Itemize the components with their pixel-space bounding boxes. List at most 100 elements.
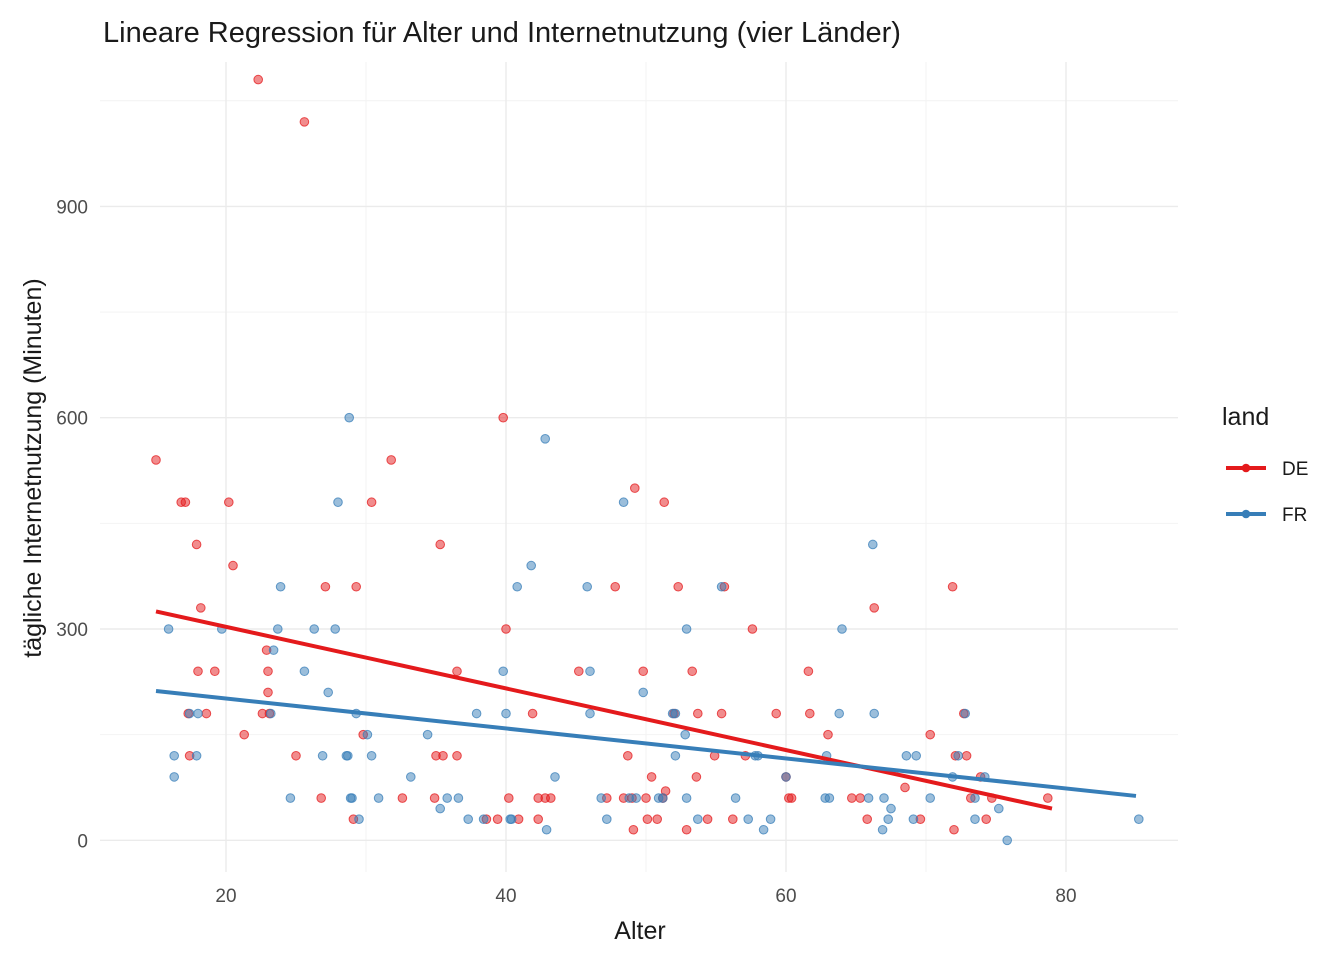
data-point-fr (953, 750, 964, 761)
data-point-fr (886, 803, 896, 814)
grid (100, 62, 1178, 872)
data-point-de (646, 772, 657, 782)
data-point-de (716, 708, 727, 719)
data-point-fr (512, 581, 523, 592)
y-tick-label: 900 (56, 197, 88, 218)
data-point-de (681, 824, 692, 835)
data-point-de (610, 581, 621, 592)
data-point-de (803, 666, 814, 677)
legend-label: DE (1282, 459, 1308, 480)
data-point-de (151, 455, 161, 465)
data-point-de (228, 560, 238, 571)
data-point-fr (330, 624, 341, 634)
data-point-de (201, 708, 212, 719)
data-point-fr (273, 624, 283, 634)
data-point-fr (268, 645, 279, 655)
data-point-fr (781, 772, 791, 782)
data-point-fr (758, 824, 769, 835)
data-point-de (253, 74, 264, 85)
data-point-fr (299, 666, 310, 677)
data-point-fr (323, 687, 334, 698)
data-point-de (438, 750, 448, 761)
data-point-fr (670, 708, 681, 719)
data-point-fr (501, 708, 511, 719)
data-point-fr (343, 750, 353, 761)
data-point-fr (163, 624, 174, 634)
data-point-de (623, 750, 633, 761)
data-point-fr (602, 814, 612, 824)
data-point-de (196, 603, 206, 613)
data-point-de (386, 455, 397, 465)
y-tick-label: 300 (56, 620, 88, 641)
data-point-fr (596, 793, 607, 803)
data-point-de (191, 539, 202, 550)
x-tick-label: 40 (495, 886, 516, 907)
data-point-fr (193, 708, 203, 719)
data-point-fr (540, 434, 551, 444)
data-point-fr (317, 750, 328, 761)
data-point-fr (585, 666, 595, 677)
y-tick-labels: 0 300 600 900 (56, 197, 88, 852)
data-point-de (659, 497, 670, 508)
data-point-fr (837, 624, 847, 634)
x-tick-labels: 20 40 60 80 (215, 886, 1076, 907)
x-axis-title: Alter (614, 917, 665, 945)
data-point-fr (670, 750, 681, 761)
data-point-fr (970, 814, 980, 824)
data-point-de (869, 603, 880, 613)
legend-item-de: DE (1226, 459, 1308, 480)
data-point-fr (869, 708, 880, 719)
data-point-de (180, 497, 191, 508)
data-point-fr (834, 708, 845, 719)
data-point-fr (422, 729, 433, 740)
data-point-fr (631, 793, 642, 803)
data-point-fr (169, 750, 179, 761)
data-point-fr (911, 750, 922, 761)
data-point-de (652, 814, 663, 824)
data-point-fr (541, 824, 552, 835)
regression-line-fr (155, 688, 1137, 798)
data-point-de (263, 666, 273, 677)
data-point-fr (471, 708, 482, 719)
data-point-de (981, 814, 992, 824)
data-point-fr (901, 750, 912, 761)
data-point-fr (681, 624, 692, 634)
data-point-de (786, 793, 797, 803)
data-point-de (900, 782, 910, 793)
data-point-fr (347, 793, 357, 803)
data-point-de (687, 666, 698, 677)
data-point-fr (743, 814, 754, 824)
data-point-fr (478, 814, 489, 824)
data-point-fr (585, 708, 595, 719)
x-tick-label: 80 (1055, 886, 1076, 907)
data-point-fr (883, 814, 894, 824)
data-point-fr (970, 793, 980, 803)
data-point-fr (582, 581, 593, 592)
data-point-fr (333, 497, 343, 508)
data-point-de (1043, 793, 1053, 803)
data-point-de (855, 793, 866, 803)
data-point-fr (618, 497, 629, 508)
data-point-de (498, 412, 509, 423)
data-point-fr (498, 666, 509, 677)
data-point-fr (453, 793, 464, 803)
data-point-de (747, 624, 758, 634)
data-point-de (210, 666, 220, 677)
data-point-de (574, 666, 584, 677)
data-point-fr (309, 624, 320, 634)
data-point-fr (344, 412, 355, 423)
data-point-fr (406, 772, 416, 782)
data-point-fr (506, 814, 517, 824)
chart-title: Lineare Regression für Alter und Interne… (103, 17, 901, 49)
data-point-fr (169, 772, 179, 782)
data-point-de (193, 666, 203, 677)
data-point-de (397, 793, 408, 803)
data-point-de (239, 729, 249, 740)
data-point-fr (442, 793, 453, 803)
data-point-de (642, 814, 653, 824)
data-point-de (693, 708, 703, 719)
data-point-de (366, 497, 377, 508)
data-point-fr (463, 814, 474, 824)
data-point-de (435, 539, 446, 550)
data-point-de (291, 750, 301, 761)
